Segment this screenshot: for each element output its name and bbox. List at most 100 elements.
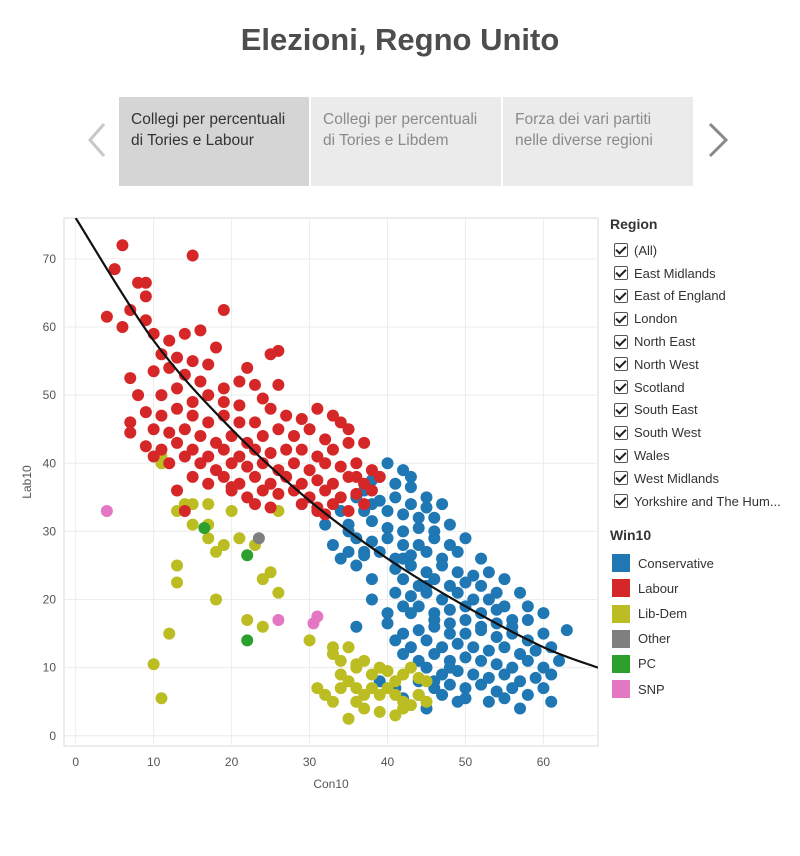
tab-label-line2: di Tories e Libdem [323, 132, 449, 149]
x-tick-label: 40 [381, 755, 395, 769]
scatter-point-labour [178, 450, 191, 463]
checkbox-checked-icon[interactable] [614, 334, 628, 349]
scatter-point-libdem [256, 620, 269, 633]
scatter-point-libdem [334, 682, 347, 695]
y-tick-label: 20 [43, 593, 57, 607]
scatter-point-labour [171, 382, 184, 395]
scatter-point-pc [241, 549, 254, 562]
scatter-point-conservative [443, 617, 456, 630]
region-filter-item[interactable]: East Midlands [610, 262, 800, 285]
scatter-point-libdem [358, 702, 371, 715]
scatter-point-libdem [373, 705, 386, 718]
region-filter-item[interactable]: South West [610, 421, 800, 444]
checkbox-checked-icon[interactable] [614, 311, 628, 326]
checkbox-checked-icon[interactable] [614, 448, 628, 463]
scatter-point-conservative [506, 682, 519, 695]
scatter-point-conservative [560, 624, 573, 637]
scatter-point-conservative [498, 573, 511, 586]
tab-party-strength[interactable]: Forza dei vari partiti nelle diverse reg… [503, 97, 693, 186]
region-filter-title: Region [610, 216, 658, 232]
scatter-point-conservative [404, 498, 417, 511]
scatter-point-conservative [381, 607, 394, 620]
chevron-left-icon[interactable] [84, 118, 114, 162]
scatter-point-labour [373, 470, 386, 483]
region-filter-item[interactable]: (All) [610, 239, 800, 262]
checkbox-checked-icon[interactable] [614, 471, 628, 486]
scatter-point-labour [178, 504, 191, 517]
scatter-point-libdem [303, 634, 316, 647]
scatter-point-libdem [264, 566, 277, 579]
scatter-point-conservative [397, 539, 410, 552]
party-legend-item[interactable]: SNP [610, 677, 800, 702]
party-legend-item[interactable]: Lib-Dem [610, 601, 800, 626]
scatter-point-labour [326, 477, 339, 490]
scatter-point-labour [171, 484, 184, 497]
scatter-point-libdem [389, 709, 402, 722]
scatter-point-labour [202, 416, 215, 429]
scatter-point-conservative [537, 682, 550, 695]
party-legend-label: SNP [638, 681, 665, 697]
scatter-point-labour [241, 361, 254, 374]
region-filter-item[interactable]: North West [610, 353, 800, 376]
scatter-point-labour [225, 481, 238, 494]
checkbox-checked-icon[interactable] [614, 380, 628, 395]
scatter-point-labour [217, 443, 230, 456]
checkbox-checked-icon[interactable] [614, 266, 628, 281]
checkbox-checked-icon[interactable] [614, 494, 628, 509]
x-tick-label: 30 [303, 755, 317, 769]
scatter-point-labour [303, 423, 316, 436]
region-filter-item[interactable]: Scotland [610, 376, 800, 399]
party-legend-item[interactable]: Other [610, 626, 800, 651]
scatter-point-labour [186, 395, 199, 408]
scatter-point-libdem [225, 504, 238, 517]
scatter-point-labour [256, 392, 269, 405]
scatter-point-conservative [412, 624, 425, 637]
scatter-point-conservative [467, 569, 480, 582]
scatter-point-libdem [334, 654, 347, 667]
scatter-point-conservative [451, 566, 464, 579]
region-filter-item[interactable]: Yorkshire and The Hum... [610, 490, 800, 513]
scatter-point-libdem [334, 668, 347, 681]
scatter-point-conservative [420, 545, 433, 558]
region-filter-label: Wales [634, 448, 670, 464]
scatter-point-conservative [373, 675, 386, 688]
checkbox-checked-icon[interactable] [614, 243, 628, 258]
chevron-right-icon[interactable] [702, 118, 732, 162]
tab-tories-libdem[interactable]: Collegi per percentuali di Tories e Libd… [311, 97, 501, 186]
scatter-point-labour [280, 470, 293, 483]
scatter-point-libdem [373, 688, 386, 701]
scatter-point-labour [248, 443, 261, 456]
y-tick-label: 70 [43, 252, 57, 266]
region-filter-label: South West [634, 425, 701, 441]
scatter-point-labour [202, 450, 215, 463]
checkbox-checked-icon[interactable] [614, 357, 628, 372]
scatter-point-labour [194, 457, 207, 470]
scatter-point-labour [171, 402, 184, 415]
scatter-point-labour [233, 450, 246, 463]
party-legend-item[interactable]: Conservative [610, 551, 800, 576]
scatter-point-conservative [358, 545, 371, 558]
region-filter-item[interactable]: West Midlands [610, 467, 800, 490]
scatter-point-labour [116, 321, 129, 334]
checkbox-checked-icon[interactable] [614, 288, 628, 303]
scatter-point-conservative [404, 559, 417, 572]
page-title: Elezioni, Regno Unito [240, 22, 560, 57]
region-filter-item[interactable]: South East [610, 399, 800, 422]
region-filter-item[interactable]: North East [610, 330, 800, 353]
scatter-point-libdem [420, 675, 433, 688]
region-filter-item[interactable]: Wales [610, 444, 800, 467]
region-filter-item[interactable]: London [610, 307, 800, 330]
scatter-point-labour [256, 430, 269, 443]
scatter-point-libdem [350, 695, 363, 708]
tab-label-line1: Forza dei vari partiti [515, 111, 652, 128]
checkbox-checked-icon[interactable] [614, 402, 628, 417]
scatter-point-conservative [498, 692, 511, 705]
scatter-point-conservative [365, 593, 378, 606]
region-filter-item[interactable]: East of England [610, 285, 800, 308]
scatter-point-libdem [233, 532, 246, 545]
checkbox-checked-icon[interactable] [614, 425, 628, 440]
party-legend-item[interactable]: Labour [610, 576, 800, 601]
tab-tories-labour[interactable]: Collegi per percentuali di Tories e Labo… [119, 97, 309, 186]
party-legend-item[interactable]: PC [610, 651, 800, 676]
scatter-point-conservative [475, 579, 488, 592]
